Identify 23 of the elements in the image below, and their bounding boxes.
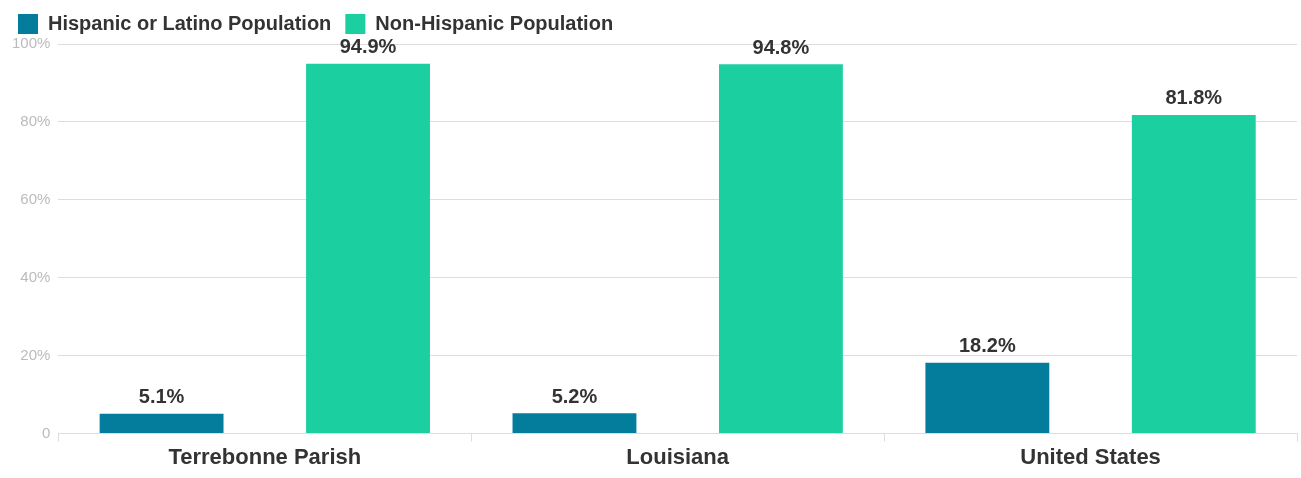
legend-label: Non-Hispanic Population: [375, 11, 614, 34]
data-label: 5.2%: [551, 384, 598, 407]
bar: [1131, 114, 1256, 434]
legend-label: Hispanic or Latino Population: [48, 11, 332, 34]
y-tick-label: 60%: [20, 189, 51, 207]
y-tick-label: 40%: [20, 267, 51, 285]
bar: [306, 63, 430, 434]
bar: [512, 413, 637, 434]
y-tick-label: 100%: [11, 34, 51, 52]
data-label: 94.8%: [752, 35, 810, 58]
y-tick-label: 20%: [20, 345, 51, 363]
bar: [925, 362, 1050, 434]
data-label: 5.1%: [138, 385, 185, 408]
data-label: 94.9%: [339, 35, 397, 58]
y-tick-label: 0: [42, 423, 51, 441]
data-label: 18.2%: [958, 334, 1016, 357]
x-tick-label: Terrebonne Parish: [168, 443, 362, 469]
data-label: 81.8%: [1165, 86, 1223, 109]
x-tick-label: Louisiana: [626, 443, 730, 469]
bar: [718, 64, 843, 434]
bar: [99, 413, 224, 434]
y-tick-label: 80%: [20, 112, 51, 130]
x-tick-label: United States: [1020, 443, 1161, 469]
